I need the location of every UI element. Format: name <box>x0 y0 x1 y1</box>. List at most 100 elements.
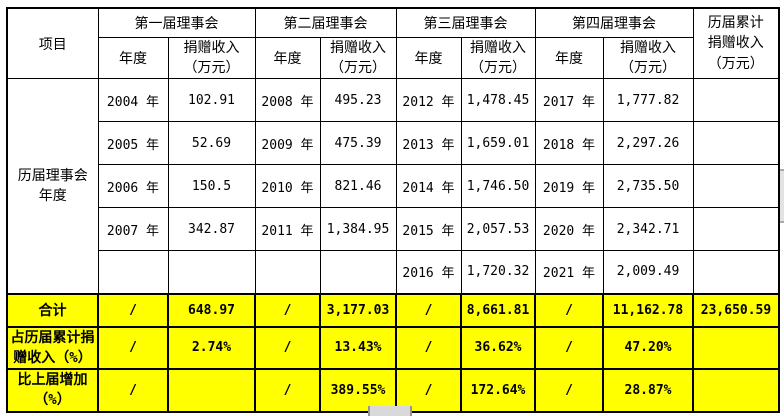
table-row: 2006 年 150.5 2010 年 821.46 2014 年 1,746.… <box>7 164 780 209</box>
income-cell: 102.91 <box>167 78 256 123</box>
cumulative-cell <box>692 78 780 123</box>
year-cell: 2018 年 <box>534 121 604 166</box>
income-cell: 821.46 <box>319 164 397 209</box>
year-cell: 2008 年 <box>254 78 321 123</box>
year-cell: 2012 年 <box>395 78 462 123</box>
board3-header-cell: 第三届理事会 <box>395 7 536 38</box>
income-cell: 2,735.50 <box>602 164 694 209</box>
slash-cell: / <box>534 292 604 328</box>
summary-value-cell: 8,661.81 <box>460 292 536 328</box>
slash-cell: / <box>395 368 462 413</box>
year-header-cell: 年度 <box>254 36 321 80</box>
summary-value-cell: 11,162.78 <box>602 292 694 328</box>
year-cell: 2010 年 <box>254 164 321 209</box>
income-cell: 2,009.49 <box>602 250 694 295</box>
horizontal-scrollbar-thumb[interactable] <box>368 406 412 416</box>
year-cell: 2017 年 <box>534 78 604 123</box>
income-cell: 2,342.71 <box>602 207 694 252</box>
year-cell: 2009 年 <box>254 121 321 166</box>
summary-value-cell: 3,177.03 <box>319 292 397 328</box>
slash-cell: / <box>395 325 462 371</box>
income-cell <box>319 250 397 295</box>
income-header-cell: 捐赠收入 （万元） <box>167 36 256 80</box>
summary-value-cell: 28.87% <box>602 368 694 413</box>
table-row: 2016 年 1,720.32 2021 年 2,009.49 <box>7 250 780 295</box>
year-cell: 2005 年 <box>97 121 169 166</box>
row-label: 比上届增加 （%） <box>6 368 99 413</box>
slash-cell: / <box>254 368 321 413</box>
summary-value-cell: 47.20% <box>602 325 694 371</box>
summary-value-cell: 23,650.59 <box>692 292 780 328</box>
year-cell: 2015 年 <box>395 207 462 252</box>
board2-header-cell: 第二届理事会 <box>254 7 397 38</box>
cumulative-cell <box>692 207 780 252</box>
donation-income-by-board-table: 项目 第一届理事会 第二届理事会 第三届理事会 第四届理事会 历届累计 捐赠收入… <box>6 7 780 413</box>
income-cell: 2,297.26 <box>602 121 694 166</box>
year-cell <box>254 250 321 295</box>
summary-value-cell <box>692 325 780 371</box>
income-header-cell: 捐赠收入 （万元） <box>319 36 397 80</box>
slash-cell: / <box>395 292 462 328</box>
cumulative-cell <box>692 250 780 295</box>
year-cell: 2004 年 <box>97 78 169 123</box>
income-header-cell: 捐赠收入 （万元） <box>602 36 694 80</box>
header-row-boards: 项目 第一届理事会 第二届理事会 第三届理事会 第四届理事会 历届累计 捐赠收入… <box>6 7 780 80</box>
total-row: 合计 / 648.97 / 3,177.03 / 8,661.81 / 11,1… <box>6 292 780 328</box>
summary-value-cell: 2.74% <box>167 325 256 371</box>
income-cell: 475.39 <box>319 121 397 166</box>
income-cell: 1,746.50 <box>460 164 536 209</box>
share-of-cumulative-row: 占历届累计捐 赠收入（%） / 2.74% / 13.43% / 36.62% … <box>6 325 780 371</box>
year-header-cell: 年度 <box>97 36 169 80</box>
vertical-scrollbar-thumb[interactable] <box>780 169 784 223</box>
increase-vs-previous-row: 比上届增加 （%） / / 389.55% / 172.64% / 28.87% <box>6 368 780 413</box>
header-row-subcolumns: 年度 捐赠收入 （万元） 年度 捐赠收入 （万元） 年度 捐赠收入 （万元） 年… <box>7 36 779 80</box>
summary-value-cell: 389.55% <box>319 368 397 413</box>
year-cell <box>97 250 169 295</box>
slash-cell: / <box>97 292 169 328</box>
year-cell: 2013 年 <box>395 121 462 166</box>
year-cell: 2019 年 <box>534 164 604 209</box>
slash-cell: / <box>97 368 169 413</box>
slash-cell: / <box>254 292 321 328</box>
year-cell: 2006 年 <box>97 164 169 209</box>
income-cell: 52.69 <box>167 121 256 166</box>
income-cell: 342.87 <box>167 207 256 252</box>
corner-header-cell: 项目 <box>6 7 99 80</box>
year-cell: 2021 年 <box>534 250 604 295</box>
row-group-label-cell: 历届理事会 年度 <box>6 78 99 295</box>
row-label: 合计 <box>6 292 99 328</box>
income-cell: 1,384.95 <box>319 207 397 252</box>
summary-value-cell <box>167 368 256 413</box>
cumulative-income-header-cell: 历届累计 捐赠收入 （万元） <box>692 7 780 80</box>
year-cell: 2007 年 <box>97 207 169 252</box>
cumulative-cell <box>692 121 780 166</box>
slash-cell: / <box>534 325 604 371</box>
table-row: 2007 年 342.87 2011 年 1,384.95 2015 年 2,0… <box>7 207 780 252</box>
table-row: 历届理事会 年度 2004 年 102.91 2008 年 495.23 201… <box>6 78 780 295</box>
summary-value-cell: 648.97 <box>167 292 256 328</box>
income-cell: 2,057.53 <box>460 207 536 252</box>
year-header-cell: 年度 <box>395 36 462 80</box>
income-header-cell: 捐赠收入 （万元） <box>460 36 536 80</box>
row-label: 占历届累计捐 赠收入（%） <box>6 325 99 371</box>
table-row: 2005 年 52.69 2009 年 475.39 2013 年 1,659.… <box>7 121 780 166</box>
year-cell: 2016 年 <box>395 250 462 295</box>
income-cell: 1,478.45 <box>460 78 536 123</box>
board4-header-cell: 第四届理事会 <box>534 7 694 38</box>
slash-cell: / <box>534 368 604 413</box>
year-header-cell: 年度 <box>534 36 604 80</box>
cumulative-cell <box>692 164 780 209</box>
summary-value-cell: 172.64% <box>460 368 536 413</box>
income-cell: 150.5 <box>167 164 256 209</box>
summary-value-cell: 13.43% <box>319 325 397 371</box>
board1-header-cell: 第一届理事会 <box>97 7 256 38</box>
slash-cell: / <box>97 325 169 371</box>
income-cell: 495.23 <box>319 78 397 123</box>
year-cell: 2020 年 <box>534 207 604 252</box>
income-cell: 1,659.01 <box>460 121 536 166</box>
slash-cell: / <box>254 325 321 371</box>
year-cell: 2011 年 <box>254 207 321 252</box>
income-cell <box>167 250 256 295</box>
year-cell: 2014 年 <box>395 164 462 209</box>
